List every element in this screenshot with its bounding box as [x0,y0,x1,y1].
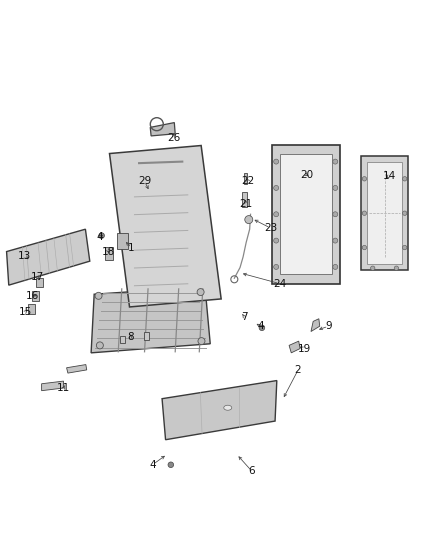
Polygon shape [361,156,408,271]
Text: 4: 4 [257,321,264,331]
Text: 8: 8 [127,333,134,342]
Circle shape [333,212,338,217]
Circle shape [274,159,279,164]
Text: 16: 16 [26,291,39,301]
Circle shape [274,264,279,269]
Polygon shape [7,229,90,285]
Text: 21: 21 [240,199,253,208]
Circle shape [259,325,265,330]
Circle shape [403,211,407,215]
Text: 15: 15 [19,307,32,317]
Polygon shape [279,155,332,274]
Text: 9: 9 [325,321,332,331]
Circle shape [168,462,173,467]
Polygon shape [91,287,210,353]
Circle shape [362,176,367,181]
Circle shape [371,266,375,270]
Text: 7: 7 [241,312,248,322]
Circle shape [403,245,407,250]
Text: 14: 14 [382,171,396,181]
Text: 26: 26 [168,133,181,142]
Bar [144,332,149,340]
Text: 24: 24 [273,279,286,288]
Bar [32,291,39,301]
Text: 22: 22 [242,176,255,186]
Text: 11: 11 [57,383,70,393]
Circle shape [99,233,104,238]
Text: 23: 23 [264,223,277,233]
Text: 18: 18 [102,247,115,256]
Bar [117,233,128,249]
Polygon shape [42,381,64,391]
Bar [120,336,125,343]
Text: 6: 6 [248,466,255,476]
Bar [242,192,247,207]
Text: 4: 4 [149,460,156,470]
Circle shape [274,212,279,217]
Circle shape [95,292,102,300]
Polygon shape [110,146,221,307]
Circle shape [394,266,399,270]
Text: 17: 17 [31,272,44,282]
Circle shape [362,245,367,250]
Circle shape [333,264,338,269]
Bar [36,278,43,287]
Polygon shape [150,123,175,136]
Polygon shape [289,341,300,353]
Polygon shape [67,365,87,373]
Circle shape [274,238,279,243]
Text: 4: 4 [96,232,103,241]
Polygon shape [162,381,277,440]
Text: 20: 20 [300,170,313,180]
Text: 2: 2 [294,366,301,375]
Ellipse shape [224,405,232,410]
Polygon shape [367,162,402,264]
Circle shape [362,211,367,215]
Circle shape [333,159,338,164]
Circle shape [333,185,338,190]
Circle shape [274,185,279,190]
Circle shape [198,337,205,345]
Circle shape [96,342,103,349]
Bar [244,173,247,184]
Polygon shape [311,319,320,332]
Circle shape [403,176,407,181]
Text: 19: 19 [298,344,311,354]
Circle shape [245,215,253,224]
Polygon shape [272,145,340,284]
Bar [28,304,35,314]
Text: 29: 29 [138,176,151,186]
Bar [105,247,113,260]
Circle shape [333,238,338,243]
Circle shape [197,288,204,296]
Text: 13: 13 [18,251,31,261]
Text: 1: 1 [128,243,135,253]
